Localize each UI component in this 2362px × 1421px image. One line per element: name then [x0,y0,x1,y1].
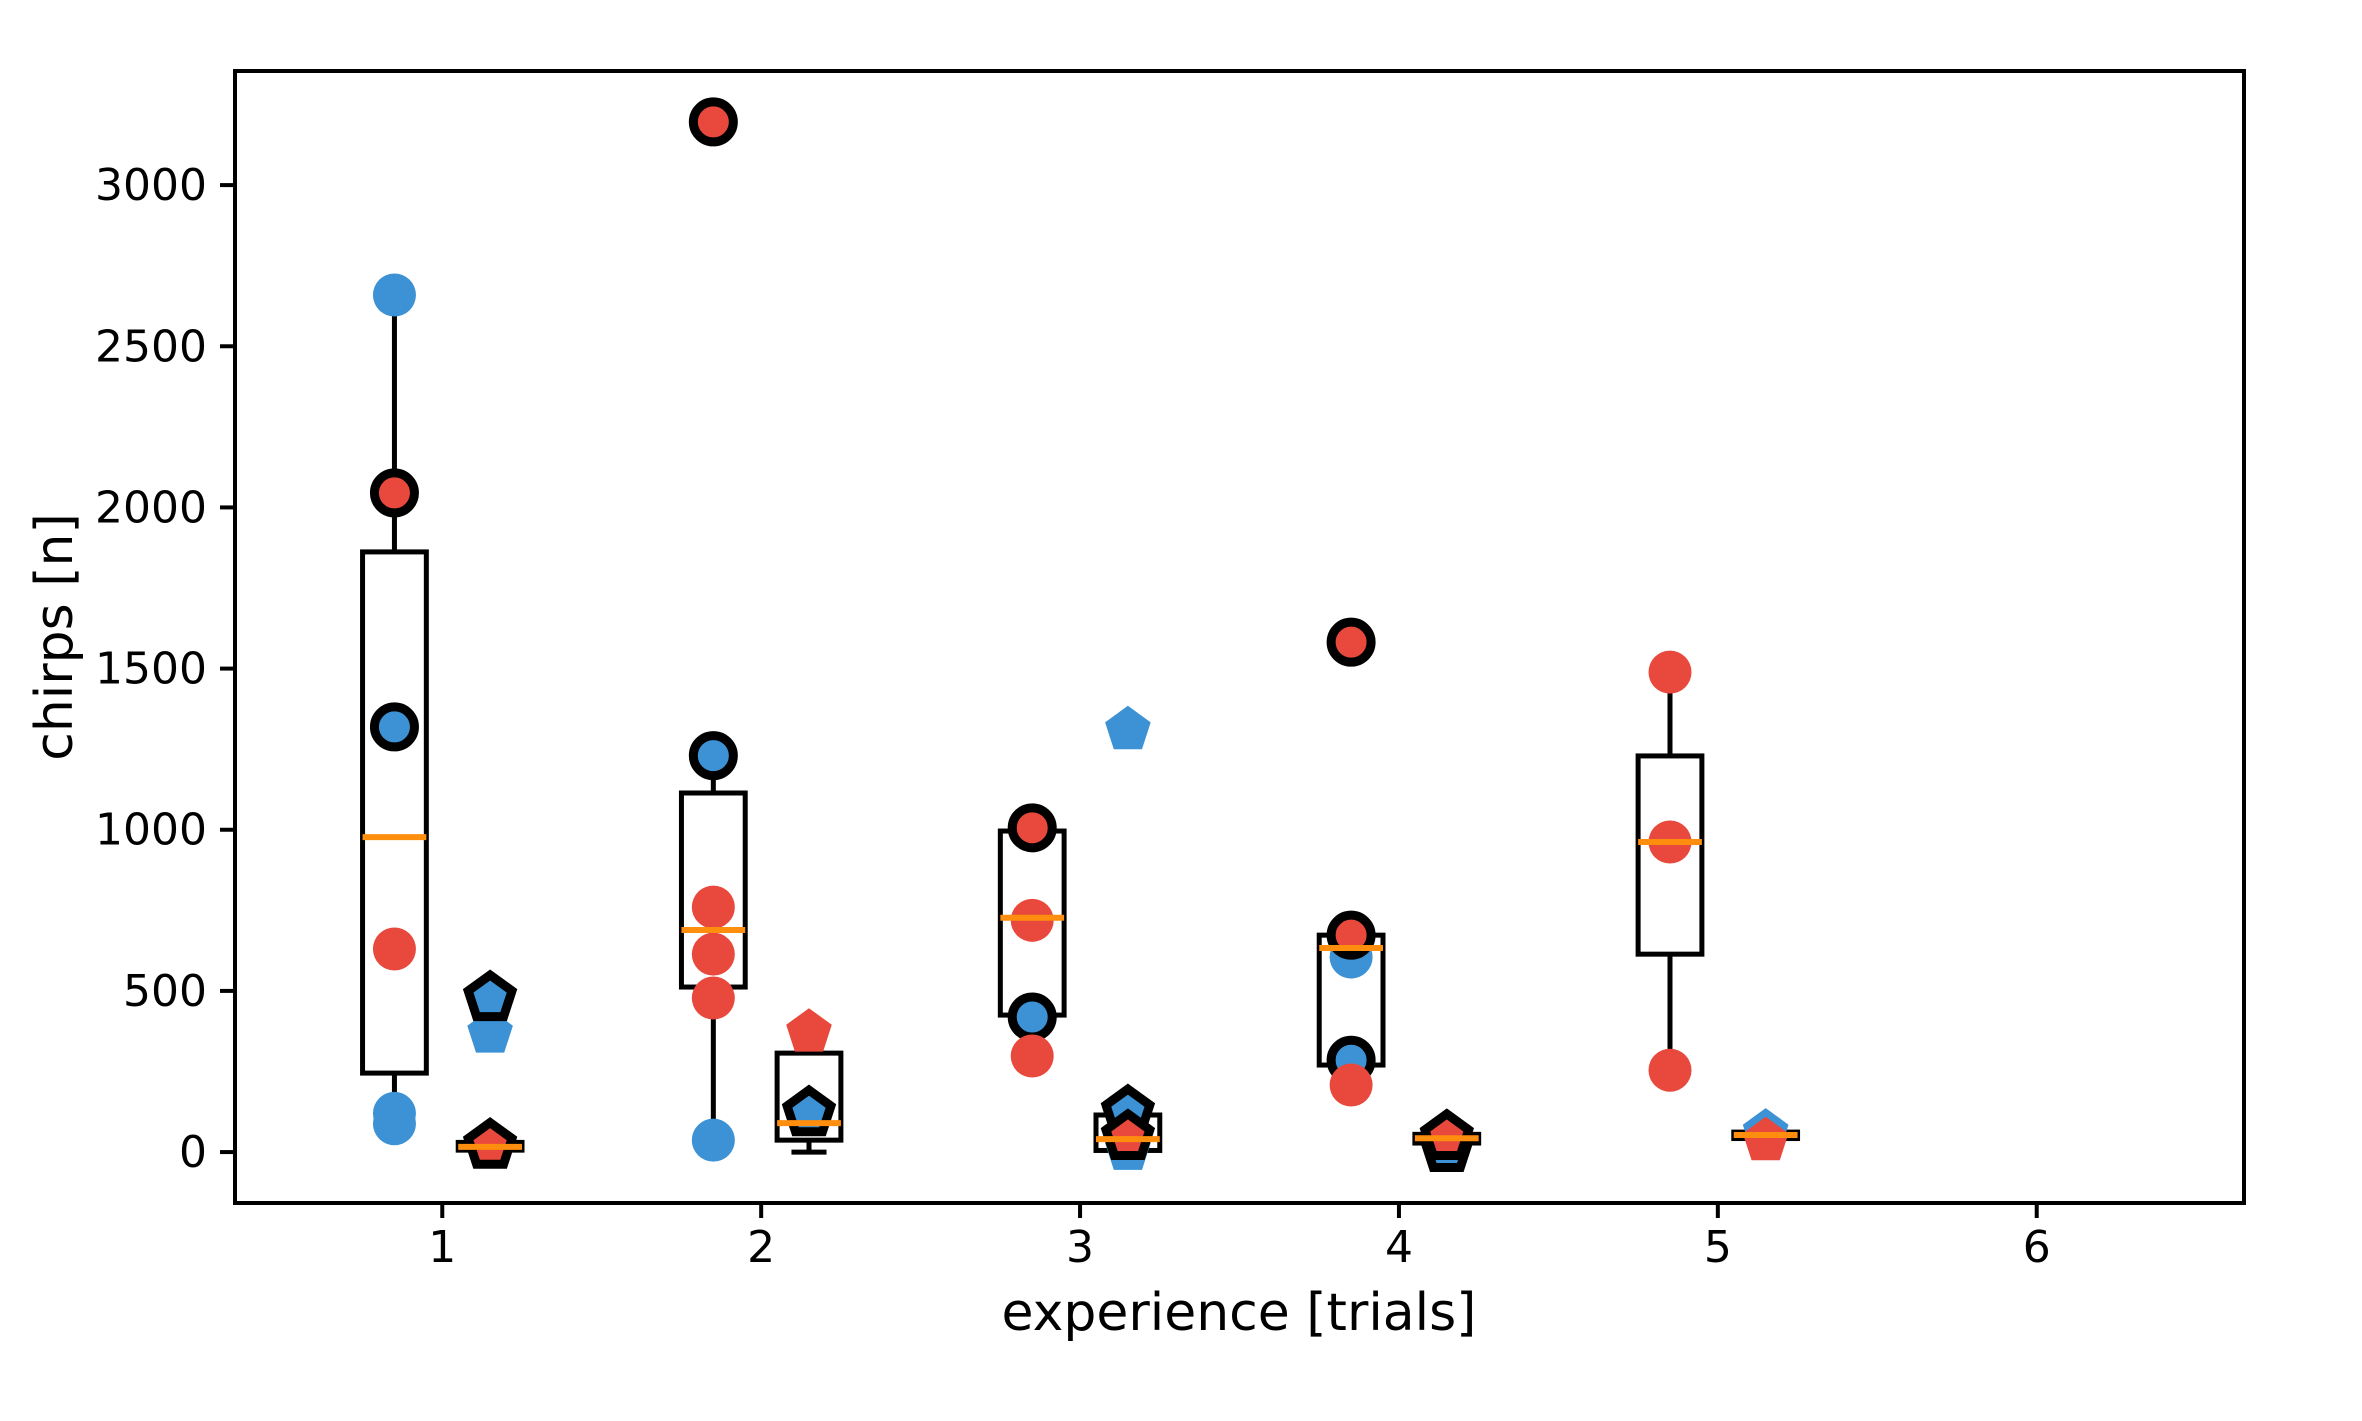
blue-circle-marker [688,731,738,781]
x-tick-label: 2 [747,1222,775,1273]
x-tick-label: 4 [1385,1222,1413,1273]
y-tick-label: 500 [123,966,207,1017]
y-tick-label: 3000 [95,160,207,211]
box [1635,753,1705,957]
y-tick-label: 1000 [95,805,207,856]
box [360,549,429,1076]
red-circle-marker [1010,1034,1054,1078]
x-tick-label: 5 [1704,1222,1732,1273]
red-circle-marker [1326,617,1376,667]
blue-circle-marker [372,273,416,317]
red-circle-marker [1648,1048,1692,1092]
y-axis-label: chirps [n] [25,513,85,761]
box [774,1050,844,1143]
blue-pentagon-marker [1105,705,1151,750]
red-circle-marker [1007,803,1057,853]
plot-area: 1 2 3 4 5 6 0 500 1000 1500 2000 2500 3000 [95,69,2246,1273]
blue-circle-marker [369,702,419,752]
blue-pentagon-marker [462,969,518,1022]
red-circle-marker [1329,1063,1373,1107]
x-tick-label: 3 [1066,1222,1094,1273]
x-axis-label: experience [trials] [1002,1283,1477,1343]
blue-circle-marker [372,1102,416,1146]
blue-circle-marker [1007,992,1057,1042]
y-tick-label: 1500 [95,644,207,695]
red-pentagon-marker [1742,1116,1789,1161]
red-circle-marker [688,97,738,147]
red-circle-marker [372,927,416,971]
red-circle-marker [691,976,735,1020]
red-circle-marker [1648,650,1692,694]
x-tick-label: 6 [2023,1222,2051,1273]
x-tick-label: 1 [428,1222,456,1273]
axes-frame [233,69,2246,1205]
red-circle-marker [369,468,419,518]
red-pentagon-marker [1100,1108,1156,1160]
blue-circle-marker [691,1118,735,1162]
y-tick-label: 0 [179,1127,207,1178]
y-tick-label: 2500 [95,321,207,372]
red-circle-marker [691,885,735,929]
y-tick-label: 2000 [95,482,207,533]
red-pentagon-marker [462,1117,518,1169]
red-circle-marker [691,932,735,976]
red-pentagon-marker [786,1008,832,1052]
red-pentagon-marker [1419,1108,1474,1160]
